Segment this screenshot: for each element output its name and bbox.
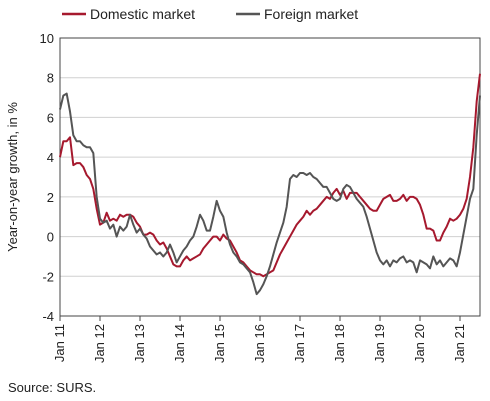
y-tick-label: 2: [47, 190, 54, 205]
y-tick-label: 6: [47, 110, 54, 125]
x-axis: Jan 11 Jan 12 Jan 13 Jan 14 Jan 15 Jan 16 Jan …: [52, 316, 467, 363]
x-tick-label: Jan 18: [332, 324, 347, 363]
grid: [60, 37, 480, 317]
legend-label: Domestic market: [90, 6, 195, 22]
source-note: Source: SURS.: [8, 380, 97, 395]
y-tick-label: 0: [47, 230, 54, 245]
x-tick-label: Jan 21: [452, 324, 467, 363]
x-tick-label: Jan 11: [52, 324, 67, 362]
series-line-domestic: [59, 73, 481, 278]
legend: Domestic market Foreign market: [62, 6, 358, 22]
x-tick-label: Jan 12: [92, 324, 107, 363]
x-tick-label: Jan 15: [212, 324, 227, 363]
y-axis-title: Year-on-year growth, in %: [5, 102, 20, 252]
x-tick-label: Jan 13: [132, 324, 147, 363]
y-tick-label: -2: [42, 269, 54, 284]
legend-label: Foreign market: [264, 6, 358, 22]
x-tick-label: Jan 14: [172, 324, 187, 363]
series-line-foreign: [59, 92, 481, 296]
y-tick-label: -4: [42, 309, 54, 324]
plot-frame: [59, 37, 481, 317]
x-tick-label: Jan 17: [292, 324, 307, 363]
x-tick-label: Jan 16: [252, 324, 267, 363]
y-tick-label: 10: [40, 31, 54, 46]
x-tick-label: Jan 19: [372, 324, 387, 363]
y-axis: -4 -2 0 2 4 6 8 10: [40, 31, 54, 324]
series-group: [59, 73, 481, 296]
y-tick-label: 4: [47, 150, 54, 165]
y-tick-label: 8: [47, 71, 54, 86]
x-tick-label: Jan 20: [412, 324, 427, 363]
